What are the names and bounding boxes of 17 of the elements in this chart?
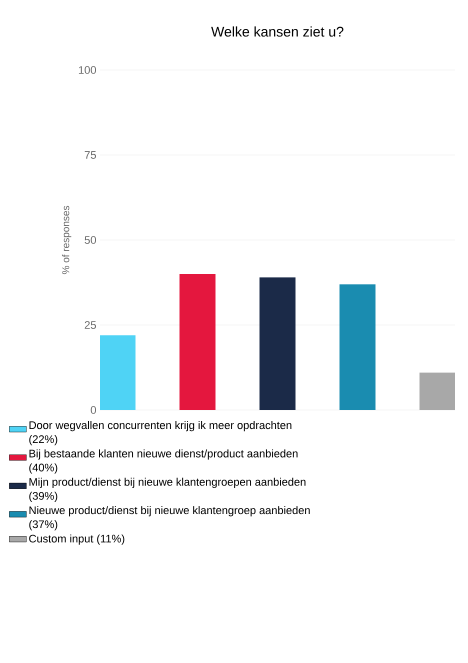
y-tick-label: 25 [84,321,96,329]
legend-label: Bij bestaande klanten nieuwe dienst/product aanbieden (40%) [29,449,298,474]
bar [420,372,455,410]
bar [180,274,216,410]
y-tick-label: 0 [90,406,96,414]
legend-label: Custom input (11%) [29,534,124,545]
y-tick-label: 100 [78,66,96,74]
bar [260,277,296,410]
y-axis-title: % of responses [62,206,72,274]
y-tick-label: 75 [84,151,96,159]
legend-label: Door wegvallen concurrenten krijg ik meer opdrachten (22%) [29,421,292,446]
bar [340,284,376,410]
chart-title: Welke kansen ziet u? [211,26,344,37]
legend-label: Nieuwe product/dienst bij nieuwe klantengroep aanbieden (37%) [29,506,310,530]
bar [100,335,136,410]
y-tick-label: 50 [84,236,96,244]
legend-label: Mijn product/dienst bij nieuwe klantengroepen aanbieden (39%) [29,478,306,502]
